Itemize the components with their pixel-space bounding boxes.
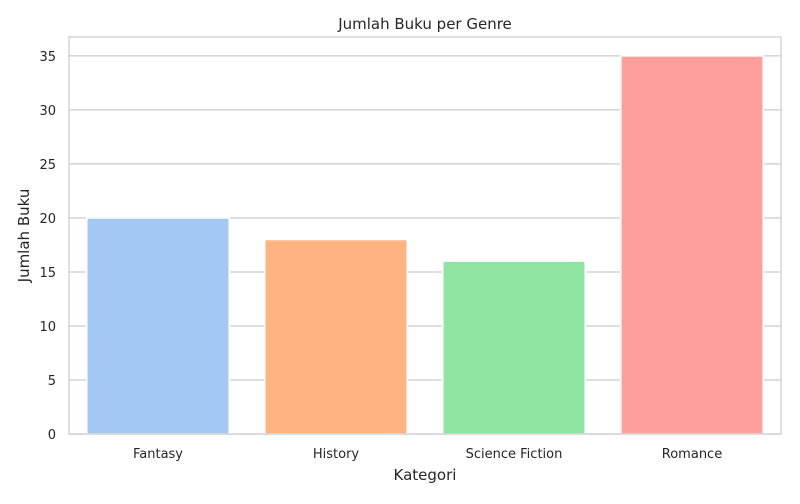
x-tick-label: Romance [662,447,722,462]
x-tick-label: Fantasy [133,447,183,462]
y-tick-label: 25 [39,158,56,173]
y-tick-label: 5 [48,374,56,389]
y-tick-label: 35 [39,50,56,65]
bars [86,55,764,435]
y-tick-label: 15 [39,266,56,281]
x-tick-label: Science Fiction [466,447,563,462]
x-axis-title: Kategori [394,466,457,484]
bar-science-fiction [442,260,586,435]
bar-history [264,238,408,435]
plot-frame [68,36,782,435]
y-tick-label: 30 [39,104,56,119]
y-tick-label: 10 [39,320,56,335]
bar-romance [620,55,764,435]
y-tick-labels: 0 5 10 15 20 25 30 35 [39,50,56,443]
x-tick-label: History [313,447,360,462]
y-axis-title: Jumlah Buku [15,189,33,284]
bar-fantasy [86,217,230,435]
y-tick-label: 0 [48,428,56,443]
x-tick-labels: Fantasy History Science Fiction Romance [133,447,722,462]
y-tick-label: 20 [39,212,56,227]
chart-title: Jumlah Buku per Genre [337,15,512,33]
